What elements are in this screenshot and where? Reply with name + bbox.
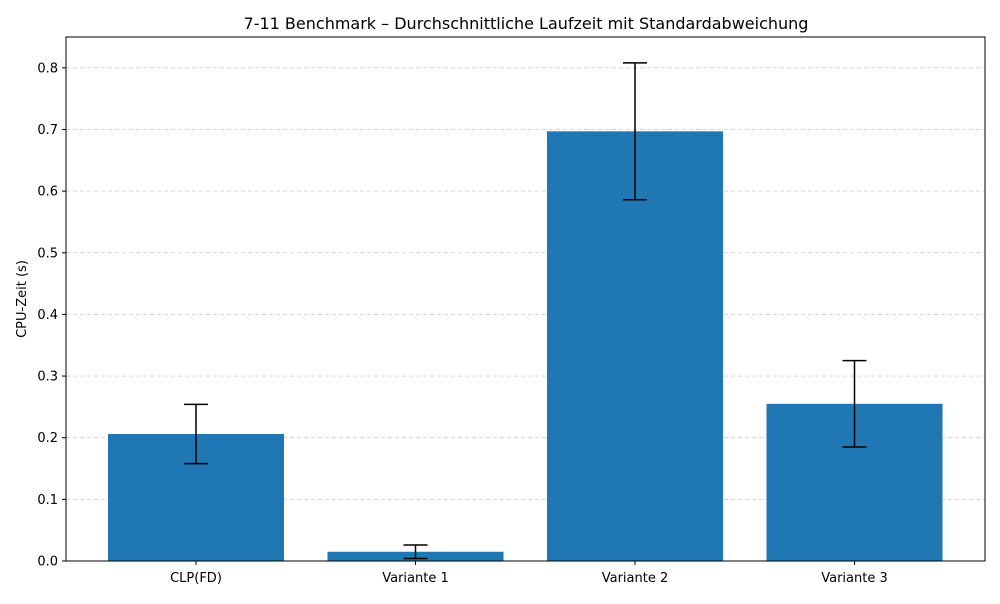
plot-frame (65, 36, 986, 562)
chart-title: 7-11 Benchmark – Durchschnittliche Laufz… (244, 14, 809, 33)
error-bar (842, 359, 867, 448)
y-tick-label: 0.2 (37, 431, 58, 446)
y-tick-label: 0.3 (37, 370, 58, 385)
y-tick-label: 0.4 (37, 308, 58, 323)
y-tick-label: 0.0 (37, 555, 58, 570)
x-tick-label: CLP(FD) (170, 571, 222, 586)
y-tick-label: 0.8 (37, 61, 58, 76)
error-bar (623, 62, 647, 201)
y-tick-label: 0.7 (37, 123, 58, 138)
error-bar (403, 544, 428, 560)
y-axis-label: CPU-Zeit (s) (15, 260, 30, 338)
bar (547, 131, 723, 561)
y-tick-label: 0.6 (37, 185, 58, 200)
x-tick-label: Variante 2 (602, 571, 669, 586)
y-tick-label: 0.5 (37, 246, 58, 261)
error-bars (184, 62, 867, 560)
bars (108, 131, 943, 561)
y-axis-ticks: 0.0 0.1 0.2 0.3 0.4 0.5 0.6 0.7 0.8 (37, 61, 66, 570)
x-axis-ticks: CLP(FD) Variante 1 Variante 2 Variante 3 (170, 561, 888, 586)
x-tick-label: Variante 3 (821, 571, 888, 586)
x-tick-label: Variante 1 (382, 571, 449, 586)
error-bar (184, 403, 208, 465)
y-tick-label: 0.1 (37, 493, 58, 508)
